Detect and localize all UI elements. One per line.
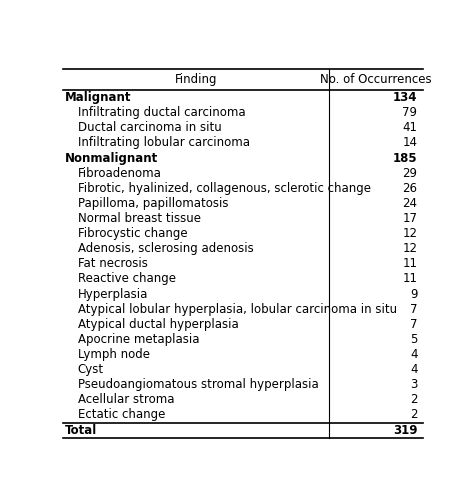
Text: 185: 185	[393, 152, 418, 165]
Text: 79: 79	[402, 106, 418, 119]
Text: 12: 12	[402, 242, 418, 255]
Text: 9: 9	[410, 288, 418, 301]
Text: 7: 7	[410, 318, 418, 331]
Text: 2: 2	[410, 408, 418, 422]
Text: 134: 134	[393, 91, 418, 104]
Text: 26: 26	[402, 182, 418, 195]
Text: Fat necrosis: Fat necrosis	[78, 257, 147, 270]
Text: Adenosis, sclerosing adenosis: Adenosis, sclerosing adenosis	[78, 242, 254, 255]
Text: Hyperplasia: Hyperplasia	[78, 288, 148, 301]
Text: Apocrine metaplasia: Apocrine metaplasia	[78, 333, 199, 346]
Text: Acellular stroma: Acellular stroma	[78, 393, 174, 406]
Text: 319: 319	[393, 424, 418, 436]
Text: 11: 11	[402, 272, 418, 286]
Text: Infiltrating ductal carcinoma: Infiltrating ductal carcinoma	[78, 106, 245, 119]
Text: Papilloma, papillomatosis: Papilloma, papillomatosis	[78, 197, 228, 210]
Text: Finding: Finding	[175, 73, 218, 86]
Text: 5: 5	[410, 333, 418, 346]
Text: 41: 41	[402, 122, 418, 134]
Text: 2: 2	[410, 393, 418, 406]
Text: 29: 29	[402, 167, 418, 180]
Text: 4: 4	[410, 348, 418, 361]
Text: Fibrotic, hyalinized, collagenous, sclerotic change: Fibrotic, hyalinized, collagenous, scler…	[78, 182, 371, 195]
Text: Ductal carcinoma in situ: Ductal carcinoma in situ	[78, 122, 221, 134]
Text: 14: 14	[402, 136, 418, 149]
Text: 12: 12	[402, 227, 418, 240]
Text: No. of Occurrences: No. of Occurrences	[320, 73, 432, 86]
Text: Pseudoangiomatous stromal hyperplasia: Pseudoangiomatous stromal hyperplasia	[78, 378, 319, 391]
Text: Atypical lobular hyperplasia, lobular carcinoma in situ: Atypical lobular hyperplasia, lobular ca…	[78, 303, 397, 315]
Text: Total: Total	[65, 424, 97, 436]
Text: 17: 17	[402, 212, 418, 225]
Text: Nonmalignant: Nonmalignant	[65, 152, 158, 165]
Text: Reactive change: Reactive change	[78, 272, 176, 286]
Text: 11: 11	[402, 257, 418, 270]
Text: Cyst: Cyst	[78, 363, 104, 376]
Text: Fibrocystic change: Fibrocystic change	[78, 227, 187, 240]
Text: Infiltrating lobular carcinoma: Infiltrating lobular carcinoma	[78, 136, 250, 149]
Text: Malignant: Malignant	[65, 91, 131, 104]
Text: Ectatic change: Ectatic change	[78, 408, 165, 422]
Text: 3: 3	[410, 378, 418, 391]
Text: Normal breast tissue: Normal breast tissue	[78, 212, 201, 225]
Text: Lymph node: Lymph node	[78, 348, 150, 361]
Text: Fibroadenoma: Fibroadenoma	[78, 167, 162, 180]
Text: 4: 4	[410, 363, 418, 376]
Text: Atypical ductal hyperplasia: Atypical ductal hyperplasia	[78, 318, 238, 331]
Text: 7: 7	[410, 303, 418, 315]
Text: 24: 24	[402, 197, 418, 210]
